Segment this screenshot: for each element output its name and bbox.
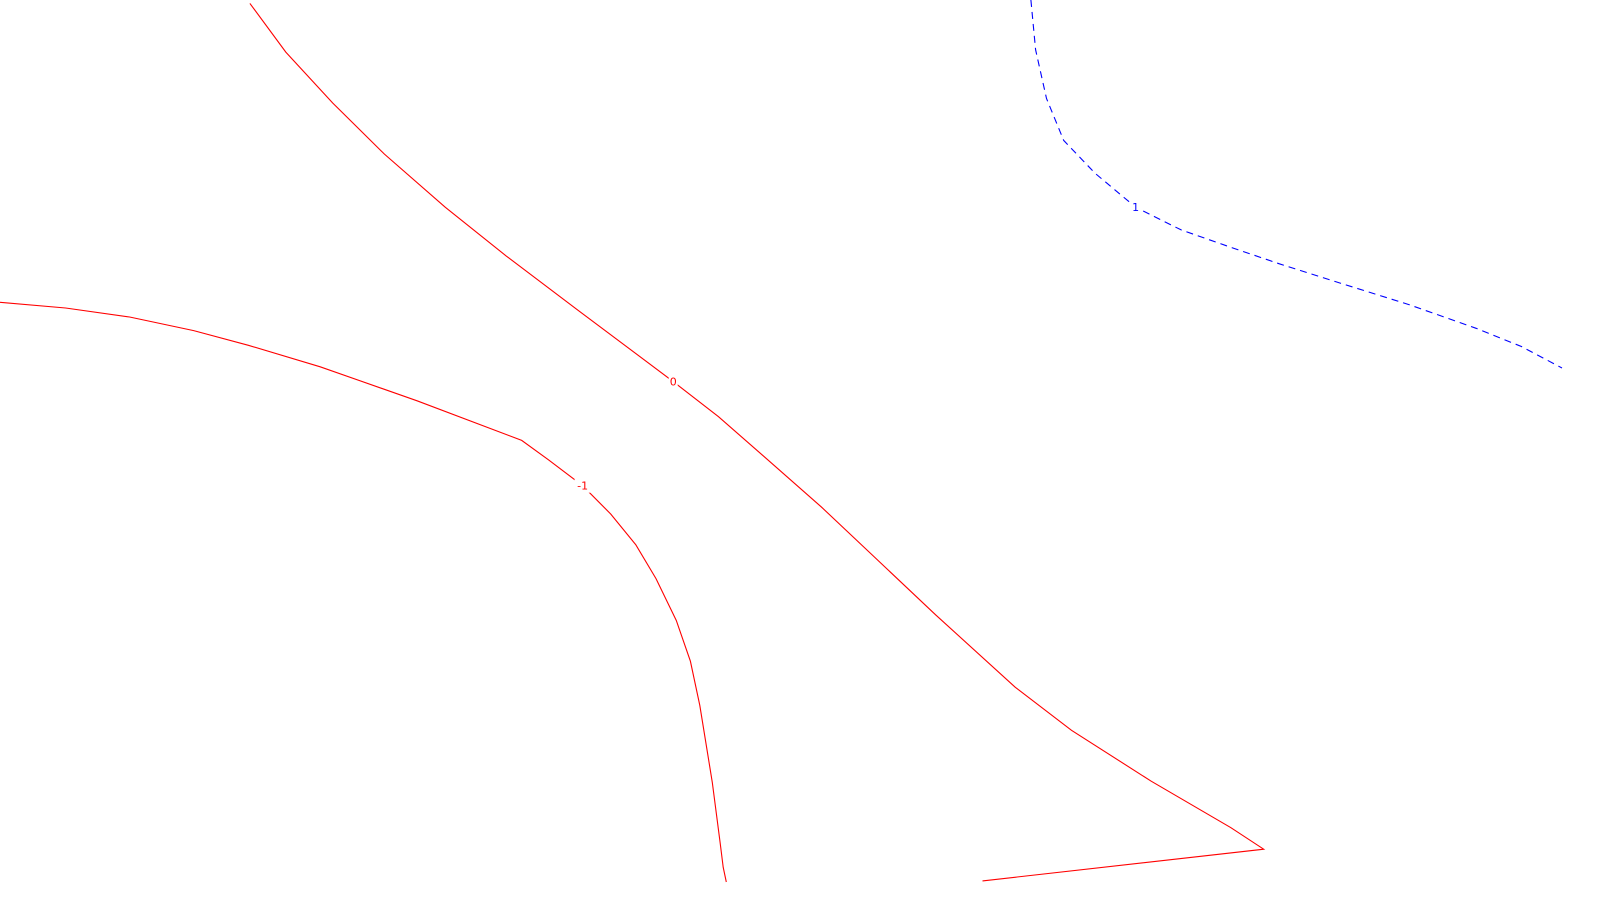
contour-line-level-neg1 (0, 301, 727, 883)
contour-label-level-0: 0 (670, 376, 677, 389)
contour-lines-group (0, 0, 1563, 883)
contour-line-level-1 (1030, 0, 1563, 369)
contour-label-background (574, 478, 591, 493)
contour-label-background (1131, 200, 1141, 215)
contour-label-level-neg1: -1 (577, 480, 588, 493)
contour-labels-group: -1 0 1 (574, 200, 1141, 493)
contour-label-level-1: 1 (1132, 201, 1139, 214)
contour-label-background (668, 374, 678, 389)
contour-line-level-0 (249, 3, 1266, 882)
